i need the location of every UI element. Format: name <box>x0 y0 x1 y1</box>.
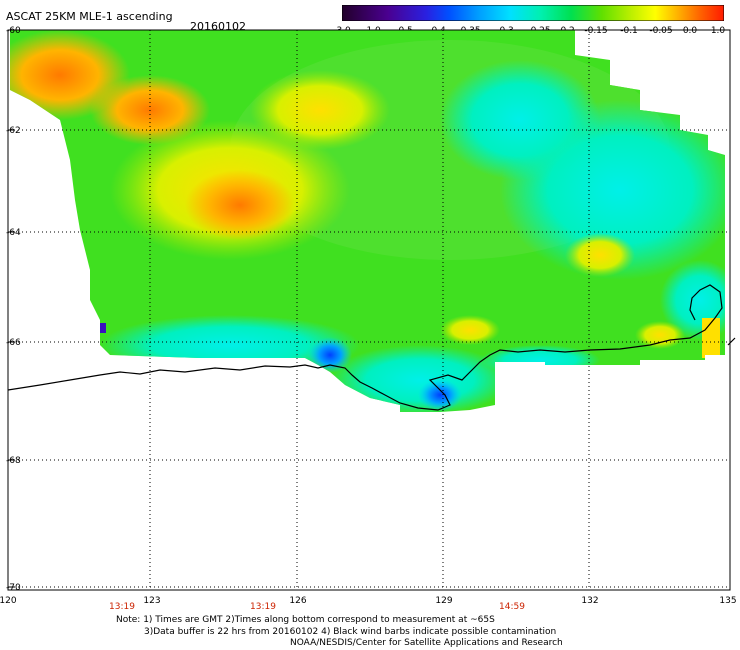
lon-label-132: 132 <box>581 596 599 606</box>
colorbar-label: -0.15 <box>584 26 608 36</box>
lat-label-66: -66 <box>6 338 21 348</box>
lat-ticks <box>8 29 14 588</box>
time-label-3: 14:59 <box>499 602 525 612</box>
lon-label-123: 123 <box>143 596 161 606</box>
lat-label-64: -64 <box>6 228 21 238</box>
lon-label-126: 126 <box>289 596 307 606</box>
note-line-1: Note: 1) Times are GMT 2)Times along bot… <box>116 615 495 625</box>
map-frame <box>7 29 731 591</box>
colorbar-label: -0.05 <box>649 26 673 36</box>
map-title: ASCAT 25KM MLE-1 ascending <box>6 10 173 23</box>
lon-label-129: 129 <box>435 596 453 606</box>
lon-label-135: 135 <box>719 596 737 606</box>
lon-label-120: 120 <box>0 596 17 606</box>
colorbar-label: 0.0 <box>682 26 698 36</box>
colorbar-label: -0.1 <box>620 26 638 36</box>
time-label-1: 13:19 <box>109 602 135 612</box>
coastline <box>7 284 736 411</box>
note-line-3: NOAA/NESDIS/Center for Satellite Applica… <box>290 638 563 648</box>
lat-label-62: -62 <box>6 126 21 136</box>
lat-label-68: -68 <box>6 456 21 466</box>
lat-label-60: -60 <box>6 26 21 36</box>
lat-label-70: -70 <box>6 583 21 593</box>
note-line-2: 3)Data buffer is 22 hrs from 20160102 4)… <box>144 627 557 637</box>
colorbar-label: 1.0 <box>710 26 726 36</box>
wind-field <box>10 30 725 412</box>
time-label-2: 13:19 <box>250 602 276 612</box>
